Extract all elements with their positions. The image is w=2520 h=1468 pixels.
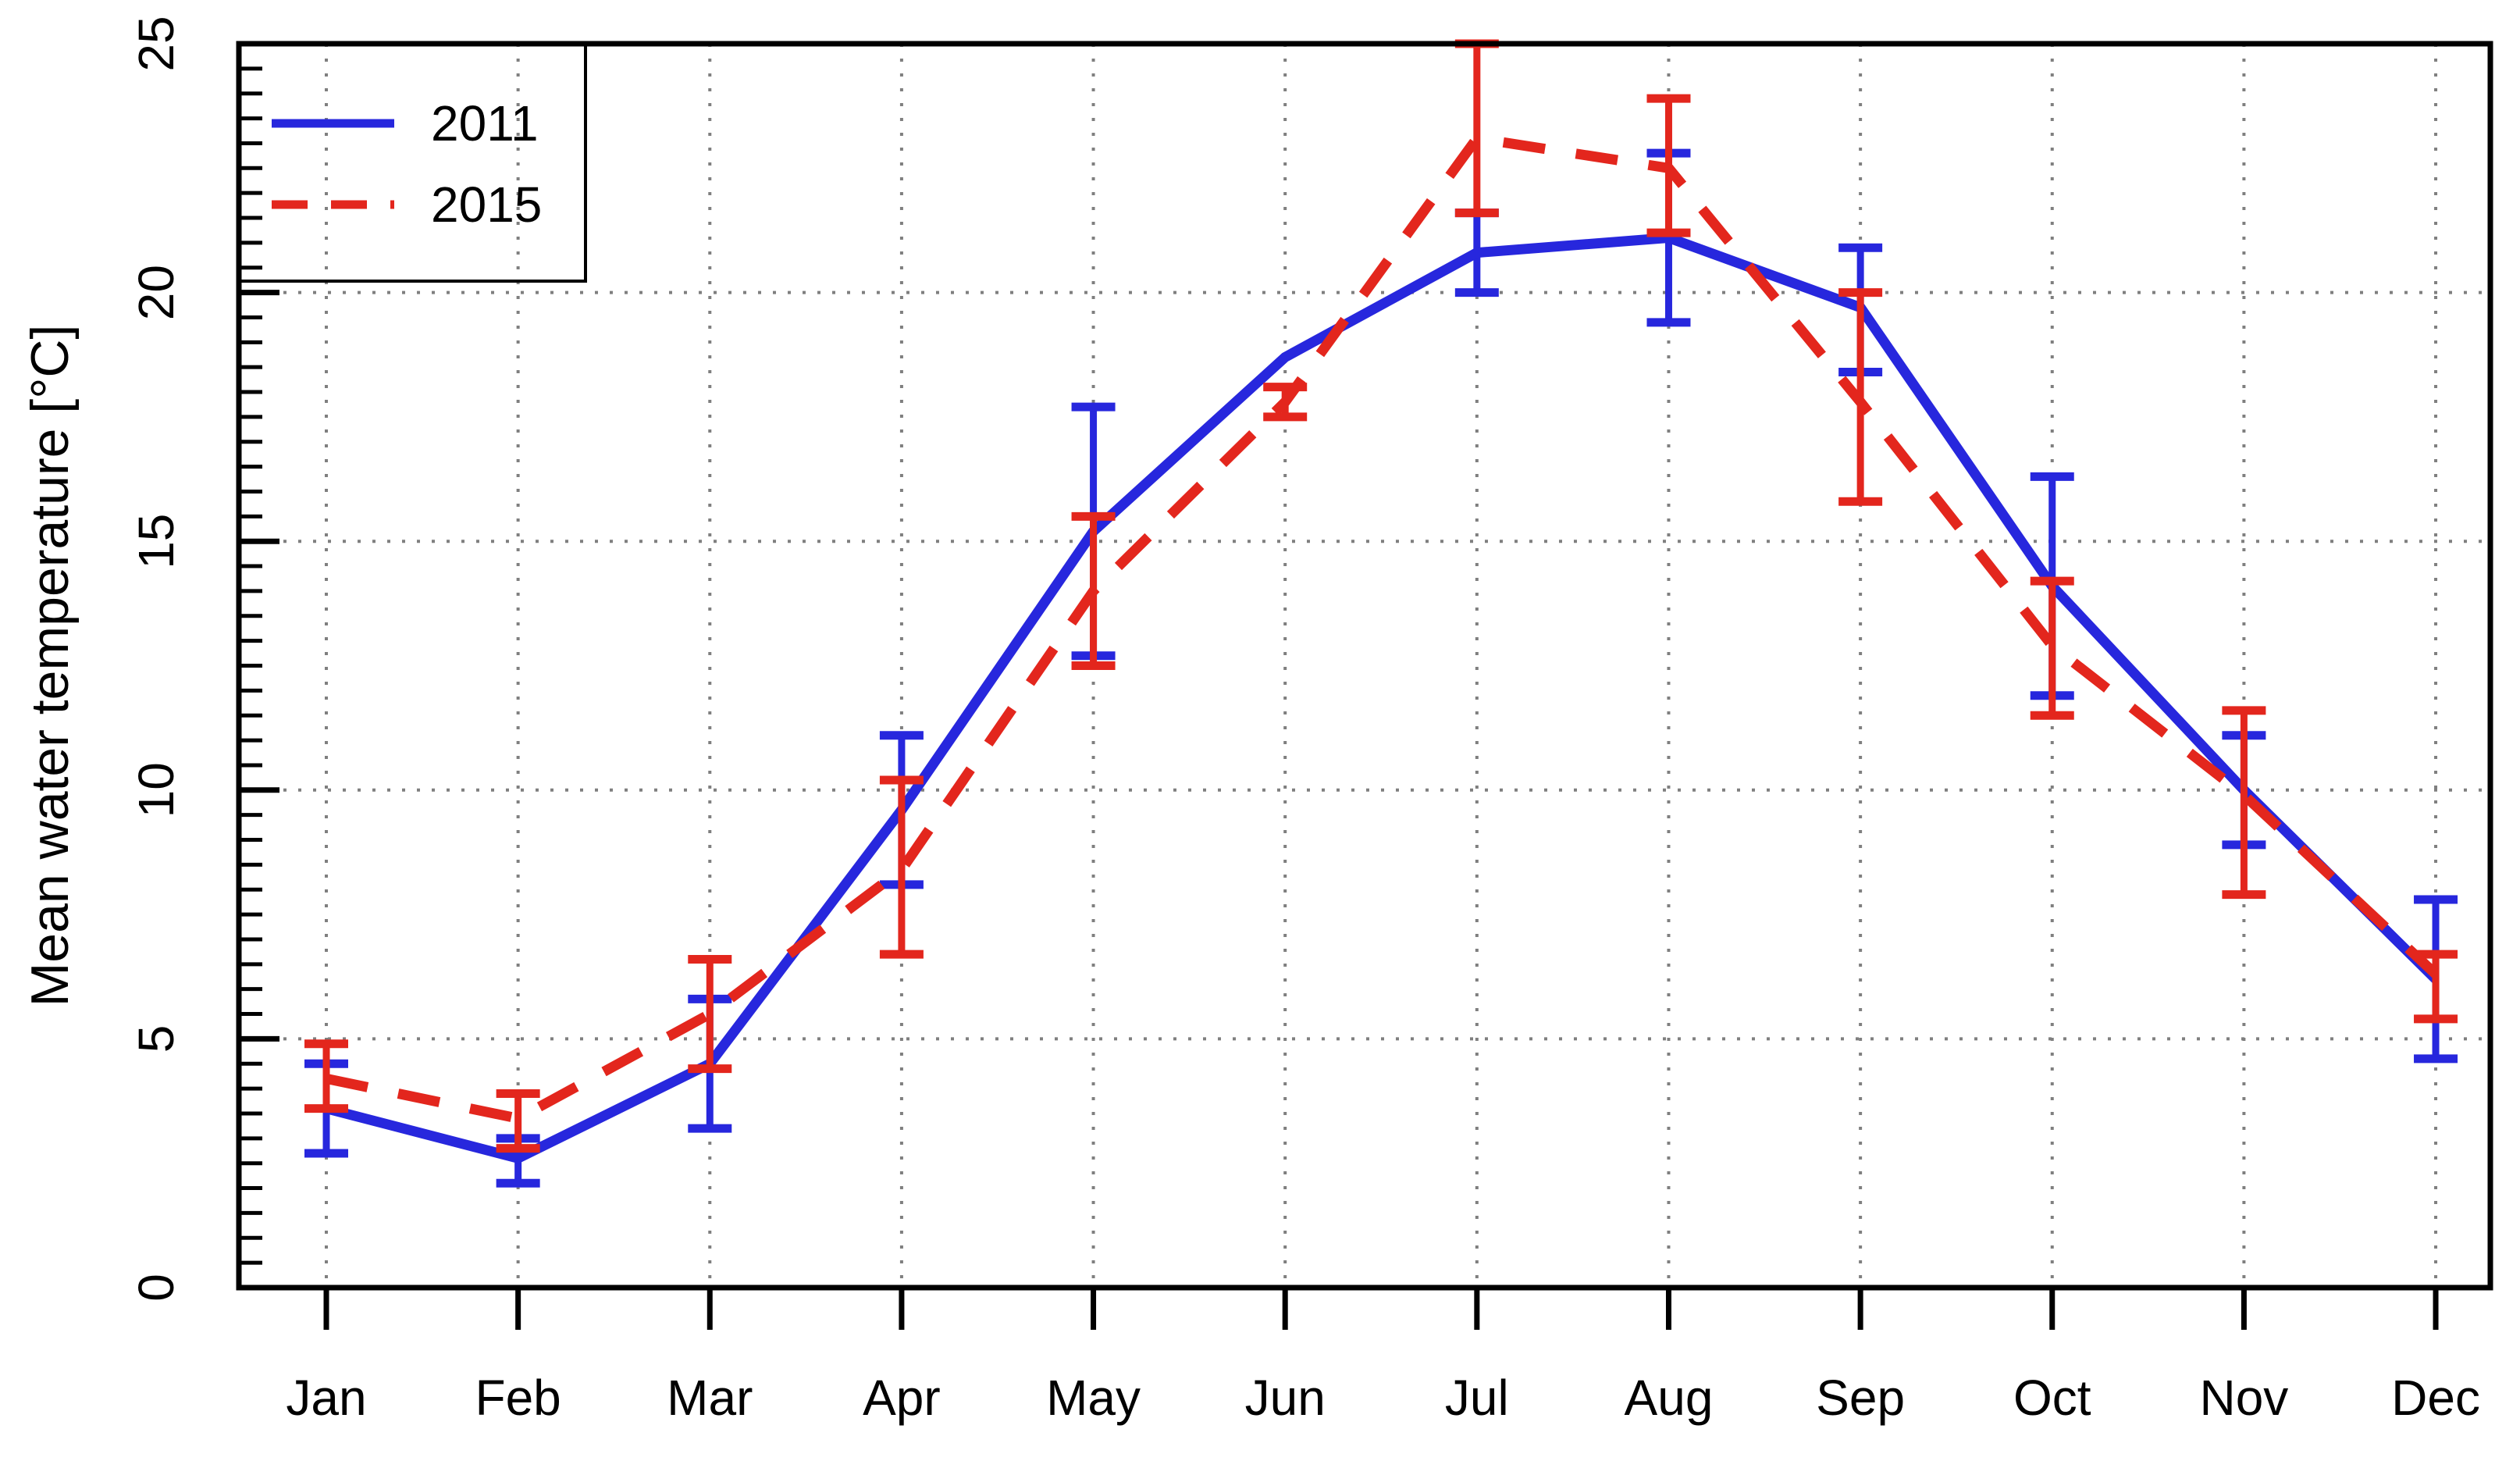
series-line-2015	[325, 133, 2440, 1124]
x-tick-label-jun: Jun	[1245, 1370, 1326, 1426]
y-tick-label-5: 5	[128, 1025, 184, 1053]
x-tick-label-feb: Feb	[475, 1370, 561, 1426]
plot-box	[236, 41, 2493, 1291]
y-tick-label-20: 20	[128, 265, 184, 320]
y-tick-label-10: 10	[128, 762, 184, 818]
series-line-2011	[325, 233, 2440, 1163]
legend-box	[237, 42, 587, 283]
x-tick-label-oct: Oct	[2013, 1370, 2091, 1426]
x-tick-label-nov: Nov	[2199, 1370, 2288, 1426]
x-tick-label-aug: Aug	[1625, 1370, 1714, 1426]
x-tick-label-mar: Mar	[667, 1370, 753, 1426]
x-tick-label-apr: Apr	[863, 1370, 941, 1426]
y-axis-title: Mean water temperature [°C]	[20, 325, 80, 1007]
x-tick-label-dec: Dec	[2391, 1370, 2480, 1426]
y-tick-label-25: 25	[128, 16, 184, 71]
y-tick-label-15: 15	[128, 514, 184, 569]
y-tick-label-0: 0	[128, 1274, 184, 1302]
x-tick-label-jul: Jul	[1445, 1370, 1509, 1426]
x-tick-label-may: May	[1046, 1370, 1141, 1426]
x-tick-label-sep: Sep	[1816, 1370, 1905, 1426]
legend-label-2011: 2011	[431, 95, 539, 151]
legend-label-2015: 2015	[431, 176, 542, 233]
x-tick-label-jan: Jan	[286, 1370, 366, 1426]
